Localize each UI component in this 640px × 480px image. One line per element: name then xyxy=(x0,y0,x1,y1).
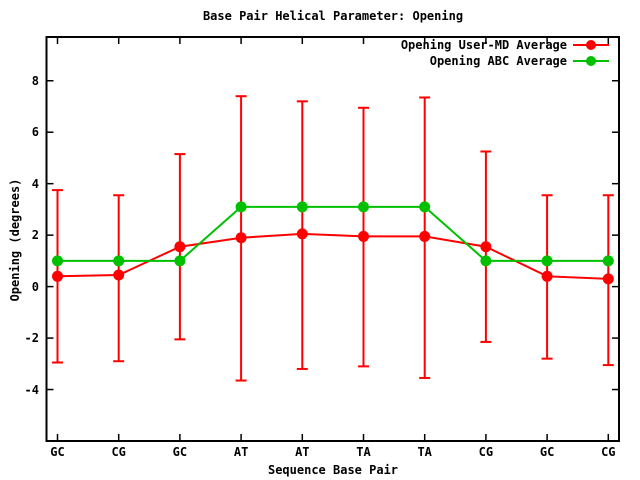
data-point-marker xyxy=(235,232,247,244)
y-tick-label: 6 xyxy=(31,125,39,140)
data-point-marker xyxy=(174,255,186,267)
data-point-marker xyxy=(296,201,308,213)
legend-sample-abc-icon xyxy=(573,55,609,67)
y-tick-label: 4 xyxy=(31,176,39,191)
x-tick-label: GC xyxy=(50,445,65,459)
data-point-marker xyxy=(541,270,553,282)
legend-label-abc: Opening ABC Average xyxy=(429,54,567,68)
data-point-marker xyxy=(358,230,369,242)
chart-title: Base Pair Helical Parameter: Opening xyxy=(202,9,464,23)
legend-label-user-md: Opening User-MD Average xyxy=(400,38,567,52)
data-point-marker xyxy=(419,230,431,242)
data-point-marker xyxy=(541,255,553,267)
data-point-marker xyxy=(52,270,63,282)
legend-sample-user-md-icon xyxy=(573,39,609,51)
series-line xyxy=(57,205,609,262)
legend-entry-abc: Opening ABC Average xyxy=(401,53,609,69)
y-tick-label: -2 xyxy=(24,331,39,346)
data-point-marker xyxy=(419,201,431,213)
data-point-marker xyxy=(602,255,614,267)
x-tick-label: CG xyxy=(601,445,616,459)
data-point-marker xyxy=(358,201,369,213)
x-tick-label: CG xyxy=(478,445,494,459)
data-point-marker xyxy=(602,273,614,285)
data-point-marker xyxy=(296,228,308,240)
data-point-marker xyxy=(235,201,247,213)
x-tick-label: CG xyxy=(111,445,126,459)
y-tick-label: 8 xyxy=(31,73,39,88)
x-tick-label: AT xyxy=(295,445,310,459)
plot-border xyxy=(45,36,620,442)
x-tick-label: TA xyxy=(356,445,371,459)
data-point-marker xyxy=(113,255,125,267)
data-point-marker xyxy=(113,269,125,281)
y-tick-label: 0 xyxy=(31,279,39,294)
y-tick-label: 2 xyxy=(31,228,39,243)
x-tick-label: TA xyxy=(417,445,432,459)
legend-entry-user-md: Opening User-MD Average xyxy=(401,37,609,53)
data-point-marker xyxy=(480,241,492,253)
x-axis-label: Sequence Base Pair xyxy=(267,463,399,477)
data-point-marker xyxy=(174,241,186,253)
data-point-marker xyxy=(52,255,63,267)
x-tick-label: AT xyxy=(233,445,249,459)
series-line xyxy=(57,232,609,280)
data-point-marker xyxy=(480,255,492,267)
x-tick-label: GC xyxy=(172,445,188,459)
x-tick-label: GC xyxy=(539,445,555,459)
legend: Opening User-MD Average Opening ABC Aver… xyxy=(401,37,609,69)
y-tick-label: -4 xyxy=(24,382,39,397)
